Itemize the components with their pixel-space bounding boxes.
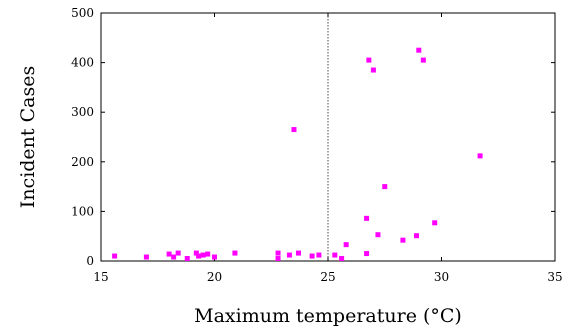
data-point bbox=[200, 252, 206, 258]
data-point bbox=[343, 242, 349, 248]
ticks: 15 20 25 30 35 0 100 200 300 400 500 bbox=[71, 6, 563, 284]
data-point bbox=[295, 250, 301, 256]
x-tick-label: 25 bbox=[320, 270, 335, 284]
data-point bbox=[477, 153, 483, 159]
data-point bbox=[420, 57, 426, 63]
x-tick-label: 15 bbox=[93, 270, 108, 284]
data-point bbox=[175, 250, 181, 256]
data-point bbox=[364, 251, 370, 257]
y-tick-label: 300 bbox=[71, 105, 94, 119]
data-point bbox=[143, 254, 149, 260]
y-tick-label: 200 bbox=[71, 155, 94, 169]
y-tick-label: 100 bbox=[71, 204, 94, 218]
data-point bbox=[382, 184, 388, 190]
data-point bbox=[171, 254, 177, 260]
data-point bbox=[339, 256, 345, 262]
y-tick-label: 400 bbox=[71, 56, 94, 70]
data-point bbox=[275, 250, 281, 256]
data-point bbox=[275, 256, 281, 262]
y-tick-label: 500 bbox=[71, 6, 94, 20]
data-point bbox=[316, 252, 322, 258]
data-point bbox=[416, 47, 422, 53]
x-tick-label: 20 bbox=[207, 270, 222, 284]
data-point bbox=[112, 253, 118, 259]
y-axis-title: Incident Cases bbox=[17, 66, 39, 208]
data-points bbox=[112, 47, 483, 262]
data-point bbox=[212, 254, 217, 260]
x-tick-label: 35 bbox=[547, 270, 562, 284]
data-point bbox=[400, 237, 406, 243]
data-point bbox=[332, 252, 338, 258]
axes bbox=[100, 12, 556, 262]
y-tick-label: 0 bbox=[86, 254, 94, 268]
data-point bbox=[309, 253, 315, 259]
data-point bbox=[205, 251, 211, 257]
data-point bbox=[193, 250, 199, 256]
data-point bbox=[232, 250, 238, 256]
data-point bbox=[375, 232, 381, 238]
data-point bbox=[166, 251, 172, 257]
data-point bbox=[364, 215, 370, 221]
data-point bbox=[414, 233, 420, 239]
data-point bbox=[196, 253, 202, 259]
x-axis-title: Maximum temperature (°C) bbox=[194, 305, 462, 327]
data-point bbox=[432, 220, 438, 226]
data-point bbox=[286, 252, 292, 258]
data-point bbox=[370, 67, 376, 73]
x-tick-label: 30 bbox=[434, 270, 449, 284]
data-point bbox=[291, 127, 297, 133]
data-point bbox=[184, 256, 190, 262]
data-point bbox=[366, 57, 372, 63]
